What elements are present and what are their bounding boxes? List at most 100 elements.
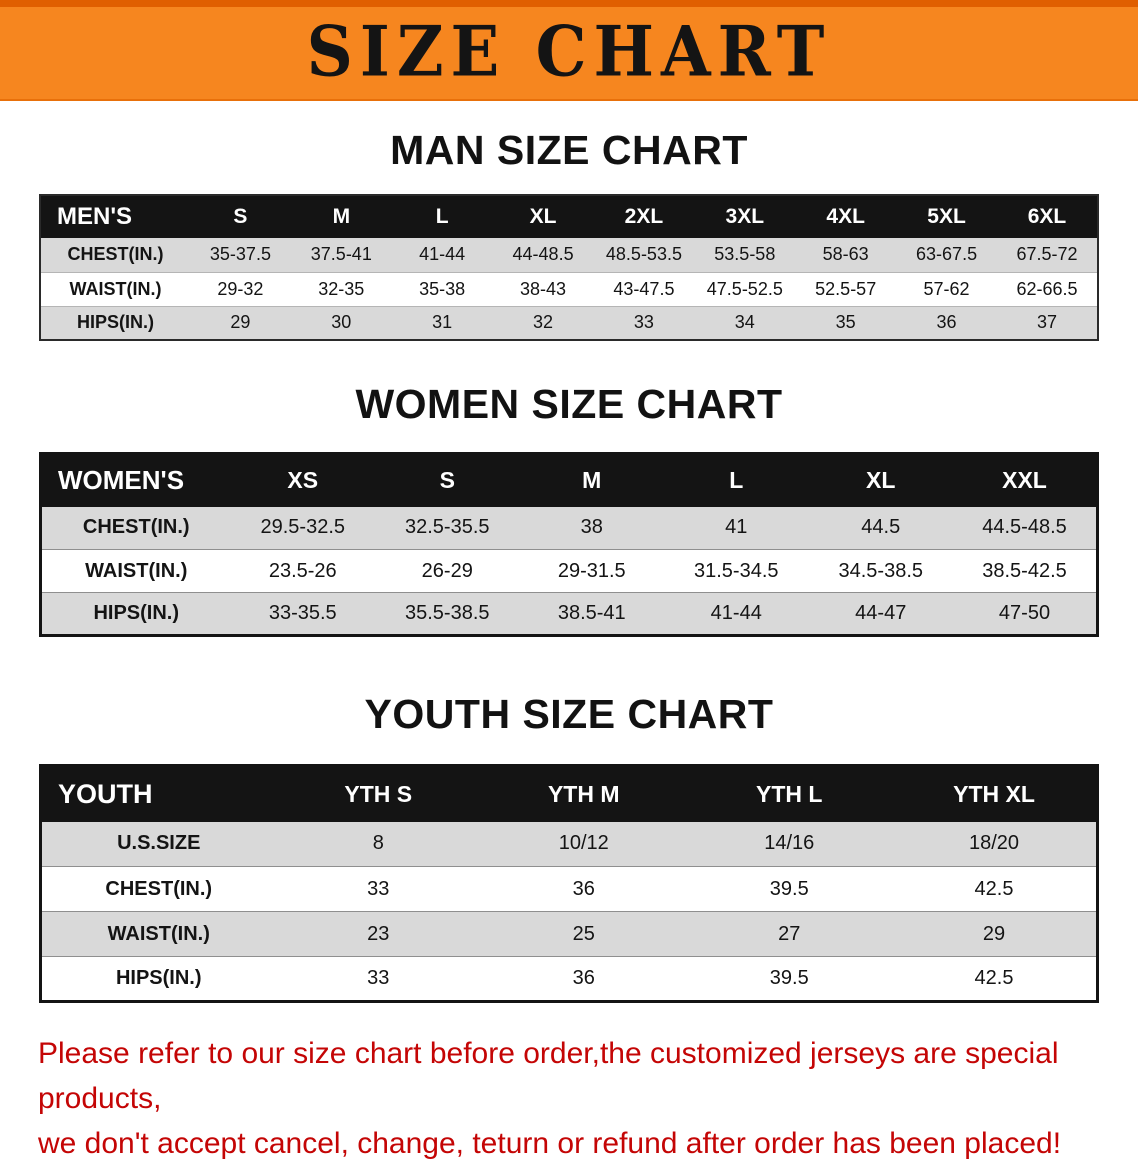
size-value: 8 bbox=[275, 821, 481, 867]
size-value: 38-43 bbox=[492, 271, 594, 306]
size-value: 44.5-48.5 bbox=[953, 506, 1098, 550]
size-value: 34.5-38.5 bbox=[808, 549, 953, 593]
man-section-heading: MAN SIZE CHART bbox=[390, 127, 748, 173]
men-table-title: MEN'S bbox=[40, 195, 190, 238]
men-size-table: MEN'S S M L XL 2XL 3XL 4XL 5XL 6XL CHEST(IN.) 35-37… bbox=[39, 194, 1099, 341]
size-value: 67.5-72 bbox=[997, 238, 1098, 272]
men-col-header-xl: XL bbox=[492, 195, 594, 238]
size-value: 30 bbox=[290, 305, 392, 340]
measurement-label: WAIST(IN.) bbox=[40, 271, 190, 306]
youth-col-header-yth-xl: YTH XL bbox=[892, 765, 1098, 822]
women-size-table: WOMEN'S XS S M L XL XXL CHEST(IN.) 29.5-32.5 32.5… bbox=[39, 452, 1099, 637]
size-value: 32 bbox=[492, 305, 594, 340]
youth-header-row: YOUTH YTH S YTH M YTH L YTH XL bbox=[40, 765, 1098, 822]
size-value: 27 bbox=[686, 911, 892, 957]
size-value: 39.5 bbox=[686, 956, 892, 1002]
women-size-chart-section: WOMEN SIZE CHART WOMEN'S XS S M L XL XXL CHEST(… bbox=[0, 381, 1138, 637]
size-value: 29 bbox=[190, 305, 291, 340]
women-col-header-m: M bbox=[519, 453, 664, 507]
size-value: 31.5-34.5 bbox=[664, 549, 809, 593]
size-value: 18/20 bbox=[892, 821, 1098, 867]
size-value: 33 bbox=[593, 305, 695, 340]
size-value: 48.5-53.5 bbox=[593, 238, 695, 272]
youth-col-header-yth-m: YTH M bbox=[481, 765, 687, 822]
size-value: 14/16 bbox=[686, 821, 892, 867]
men-col-header-6xl: 6XL bbox=[997, 195, 1098, 238]
size-value: 33 bbox=[275, 956, 481, 1002]
size-value: 52.5-57 bbox=[795, 271, 897, 306]
size-value: 57-62 bbox=[896, 271, 997, 306]
page-title: SIZE CHART bbox=[306, 11, 832, 93]
man-size-chart-section: MAN SIZE CHART MEN'S S M L XL 2XL 3XL 4XL 5XL 6XL… bbox=[0, 127, 1138, 341]
youth-col-header-yth-s: YTH S bbox=[275, 765, 481, 822]
women-col-header-xxl: XXL bbox=[953, 453, 1098, 507]
measurement-label: CHEST(IN.) bbox=[40, 866, 276, 912]
youth-row-u-s-size: U.S.SIZE 8 10/12 14/16 18/20 bbox=[40, 821, 1098, 867]
size-value: 42.5 bbox=[892, 956, 1098, 1002]
youth-row-chest-in: CHEST(IN.) 33 36 39.5 42.5 bbox=[40, 866, 1098, 912]
size-value: 33-35.5 bbox=[230, 592, 375, 636]
size-value: 36 bbox=[896, 305, 997, 340]
youth-row-hips-in: HIPS(IN.) 33 36 39.5 42.5 bbox=[40, 956, 1098, 1002]
men-col-header-5xl: 5XL bbox=[896, 195, 997, 238]
size-value: 31 bbox=[391, 305, 493, 340]
youth-size-chart-section: YOUTH SIZE CHART YOUTH YTH S YTH M YTH L YTH… bbox=[0, 691, 1138, 1003]
size-value: 37.5-41 bbox=[290, 238, 392, 272]
size-value: 29 bbox=[892, 911, 1098, 957]
size-value: 47.5-52.5 bbox=[694, 271, 796, 306]
size-value: 38.5-42.5 bbox=[953, 549, 1098, 593]
size-value: 38.5-41 bbox=[519, 592, 664, 636]
disclaimer: Please refer to our size chart before or… bbox=[38, 1031, 1100, 1166]
size-value: 23 bbox=[275, 911, 481, 957]
size-value: 29-32 bbox=[190, 271, 291, 306]
women-row-hips-in: HIPS(IN.) 33-35.5 35.5-38.5 38.5-41 41-44 44-… bbox=[40, 592, 1098, 636]
size-value: 26-29 bbox=[375, 549, 520, 593]
size-value: 10/12 bbox=[481, 821, 687, 867]
youth-size-table: YOUTH YTH S YTH M YTH L YTH XL U.S.SIZE 8 10/12… bbox=[39, 764, 1099, 1003]
youth-table-title: YOUTH bbox=[40, 765, 276, 822]
size-chart-banner: SIZE CHART bbox=[0, 0, 1138, 101]
size-value: 35-37.5 bbox=[190, 238, 291, 272]
men-col-header-2xl: 2XL bbox=[593, 195, 695, 238]
size-value: 32.5-35.5 bbox=[375, 506, 520, 550]
youth-row-waist-in: WAIST(IN.) 23 25 27 29 bbox=[40, 911, 1098, 957]
size-value: 35.5-38.5 bbox=[375, 592, 520, 636]
size-value: 25 bbox=[481, 911, 687, 957]
size-value: 35-38 bbox=[391, 271, 493, 306]
size-value: 62-66.5 bbox=[997, 271, 1098, 306]
size-value: 41-44 bbox=[664, 592, 809, 636]
size-value: 43-47.5 bbox=[593, 271, 695, 306]
measurement-label: HIPS(IN.) bbox=[40, 956, 276, 1002]
size-value: 39.5 bbox=[686, 866, 892, 912]
measurement-label: HIPS(IN.) bbox=[40, 305, 190, 340]
measurement-label: CHEST(IN.) bbox=[40, 238, 190, 272]
size-value: 33 bbox=[275, 866, 481, 912]
size-value: 53.5-58 bbox=[694, 238, 796, 272]
men-row-waist-in: WAIST(IN.) 29-32 32-35 35-38 38-43 43-47.5 47.… bbox=[40, 271, 1098, 306]
size-value: 44-47 bbox=[808, 592, 953, 636]
women-header-row: WOMEN'S XS S M L XL XXL bbox=[40, 453, 1098, 507]
men-row-hips-in: HIPS(IN.) 29 30 31 32 33 34 35 36 37 bbox=[40, 305, 1098, 340]
men-row-chest-in: CHEST(IN.) 35-37.5 37.5-41 41-44 44-48.5 48.5… bbox=[40, 238, 1098, 272]
women-row-chest-in: CHEST(IN.) 29.5-32.5 32.5-35.5 38 41 44.5 44.5… bbox=[40, 506, 1098, 550]
measurement-label: WAIST(IN.) bbox=[40, 549, 231, 593]
size-value: 35 bbox=[795, 305, 897, 340]
measurement-label: CHEST(IN.) bbox=[40, 506, 231, 550]
size-value: 34 bbox=[694, 305, 796, 340]
size-value: 23.5-26 bbox=[230, 549, 375, 593]
men-col-header-4xl: 4XL bbox=[795, 195, 897, 238]
men-col-header-l: L bbox=[391, 195, 493, 238]
measurement-label: U.S.SIZE bbox=[40, 821, 276, 867]
women-col-header-xl: XL bbox=[808, 453, 953, 507]
women-col-header-xs: XS bbox=[230, 453, 375, 507]
disclaimer-line-1: Please refer to our size chart before or… bbox=[38, 1037, 1059, 1115]
size-value: 32-35 bbox=[290, 271, 392, 306]
women-table-title: WOMEN'S bbox=[40, 453, 231, 507]
size-value: 29.5-32.5 bbox=[230, 506, 375, 550]
size-value: 38 bbox=[519, 506, 664, 550]
women-row-waist-in: WAIST(IN.) 23.5-26 26-29 29-31.5 31.5-34.5 34… bbox=[40, 549, 1098, 593]
size-value: 44.5 bbox=[808, 506, 953, 550]
measurement-label: HIPS(IN.) bbox=[40, 592, 231, 636]
size-value: 63-67.5 bbox=[896, 238, 997, 272]
